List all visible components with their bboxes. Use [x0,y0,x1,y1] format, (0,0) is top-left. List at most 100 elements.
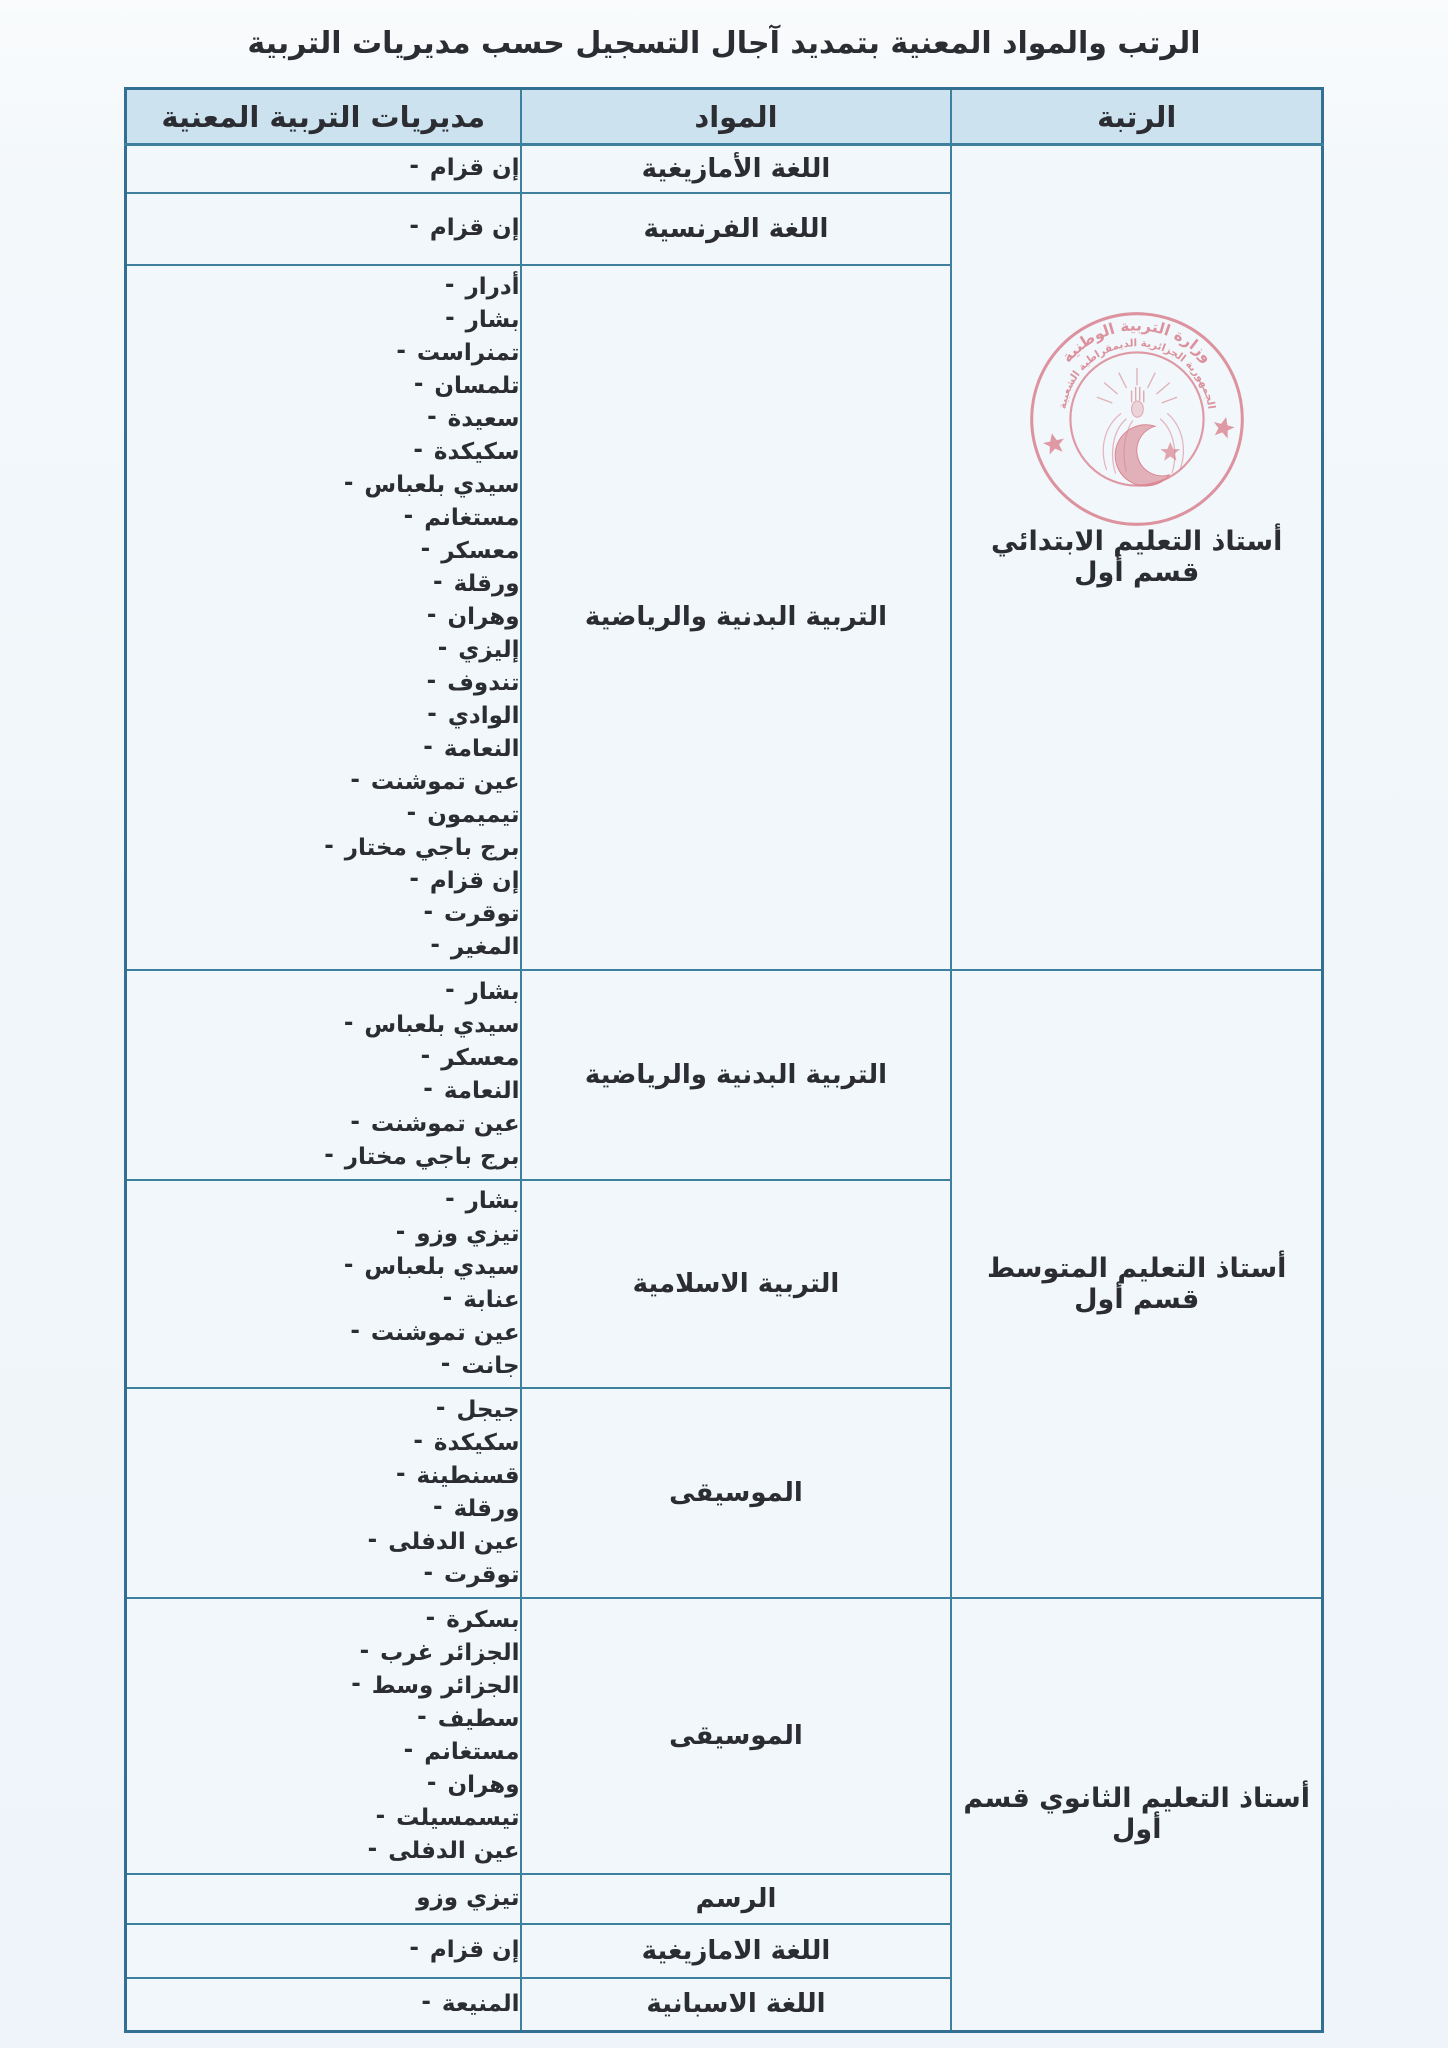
page-title: الرتب والمواد المعنية بتمديد آجال التسجي… [247,26,1201,61]
directorate-name: جيجل [456,1396,520,1423]
subject-cell: التربية الاسلامية [519,1178,953,1389]
directorate-item: - عنابة [127,1284,520,1317]
rank-label: أستاذ التعليم الثانوي قسم أول [963,1783,1311,1846]
directorate-item: - بشار [127,304,519,337]
dash-bullet: - [324,832,334,859]
dash-bullet: - [409,1935,419,1961]
directorate-item: - تيزي وزو [127,1218,520,1251]
directorate-name: تيسمسيلت [396,1804,520,1831]
dash-bullet: - [409,213,419,239]
directorate-name: إليزي [458,636,520,663]
stamp-republic-arc-text: الجمهورية الجزائرية الديمقراطية الشعبية [1056,337,1217,410]
directorate-name: النعامة [443,1077,520,1104]
directorate-name: سعيدة [447,405,520,432]
table-row: أستاذ التعليم المتوسط قسم أول التربية الب… [124,968,1324,1599]
directorates-cell: - جيجل - سكيكدة - قسنطينة - ورقلة - عين الدفلى - تو… [124,1386,522,1599]
dash-bullet: - [433,1493,443,1520]
dash-bullet: - [409,865,419,892]
rank-label: أستاذ التعليم الابتدائي قسم أول [991,526,1283,589]
directorate-item: - تيميمون [127,799,520,832]
directorate-name: ورقلة [453,570,520,597]
directorate-item: - تندوف [127,667,520,700]
dash-bullet: - [423,1075,433,1102]
directorates-cell: - إن قزام [124,1922,522,1979]
subject-cell: الموسيقى [519,1596,953,1875]
directorate-name: سطيف [437,1705,520,1732]
directorate-item: - توقرت [127,898,520,931]
dash-bullet: - [435,1394,446,1421]
subject-cell: اللغة الامازيغية [519,1922,953,1979]
dash-bullet: - [403,502,414,529]
stamp-ministry-arc-text: وزارة التربية الوطنية [1058,316,1216,366]
directorate-name: عنابة [463,1286,520,1313]
directorate-item: - إن قزام [127,1934,519,1967]
directorate-item: - الجزائر وسط [127,1670,519,1703]
rank-cell-2: أستاذ التعليم المتوسط قسم أول [950,968,1324,1599]
dash-bullet: - [427,403,437,430]
directorate-item: - تلمسان [127,370,520,403]
dash-bullet: - [437,634,448,661]
dash-bullet: - [445,976,455,1003]
dash-bullet: - [423,1559,433,1586]
table-row: أستاذ التعليم الثانوي قسم أول الموسيقى - بس… [124,1596,1324,2033]
dash-bullet: - [396,337,406,364]
dash-bullet: - [350,766,360,793]
directorate-item: - وهران [127,601,520,634]
table-row: التربية البدنية والرياضية - أدرار - بشار - تمن… [124,263,1323,971]
ministry-stamp: وزارة التربية الوطنية الجمهورية الجزائري… [1002,284,1272,554]
directorate-item: - إن قزام [127,212,519,245]
stamp-outer-ring [1029,312,1244,526]
directorate-name: معسكر [441,537,520,564]
directorate-item: - سعيدة [127,403,520,436]
registration-extension-table: الرتبة المواد مديريات التربية المعنية وز… [124,87,1324,2033]
dash-bullet: - [413,1427,423,1454]
header-directorates: مديريات التربية المعنية [124,87,522,146]
dash-bullet: - [425,1604,436,1631]
dash-bullet: - [445,304,455,331]
rank-label: أستاذ التعليم المتوسط قسم أول [987,1252,1287,1315]
dash-bullet: - [413,370,424,397]
subject-cell: التربية البدنية والرياضية [519,968,953,1181]
directorate-item: تيزي وزو [127,1882,519,1915]
directorate-item: - النعامة [127,733,519,766]
stamp-emblem [1096,367,1184,474]
directorates-cell: - إن قزام [124,143,522,194]
directorates-cell: - بشار - تيزي وزو - سيدي بلعباس - عنابة - عين تمو… [124,1178,522,1389]
directorate-name: وهران [447,603,520,630]
directorate-item: - تمنراست [127,337,519,370]
directorate-item: - مستغانم [127,502,520,535]
table-row: وزارة التربية الوطنية الجمهورية الجزائري… [124,143,1324,971]
dash-bullet: - [427,700,437,727]
directorate-item: - سيدي بلعباس [127,1251,520,1284]
directorate-name: وهران [447,1771,520,1798]
subject-cell: التربية البدنية والرياضية [519,263,953,971]
directorate-name: سيدي بلعباس [364,1011,520,1038]
directorate-item: - بشار [127,976,519,1009]
stamp-rings [1029,312,1244,526]
dash-bullet: - [440,1350,451,1377]
directorate-name: توقرت [443,900,520,927]
directorate-name: تندوف [447,669,520,696]
directorate-item: - المغير [127,931,520,964]
dash-bullet: - [367,1835,378,1862]
directorate-name: تيميمون [427,801,520,828]
header-subjects: المواد [519,87,953,146]
directorate-name: سيدي بلعباس [364,1253,520,1280]
directorates-cell: - أدرار - بشار - تمنراست - تلمسان - سعيدة - سكيكدة -… [124,263,522,971]
hand-of-fatima-icon [1130,386,1145,418]
sun-rays-icon [1096,367,1177,404]
rank-cell-1: وزارة التربية الوطنية الجمهورية الجزائري… [950,143,1324,971]
directorate-name: المغير [450,933,520,960]
directorates-cell: - بشار - سيدي بلعباس - معسكر - النعامة - عين تموش… [124,968,522,1181]
directorate-name: سكيكدة [433,438,520,465]
directorate-item: - سيدي بلعباس [127,469,520,502]
table-row: اللغة الاسبانية - المنيعة [124,1976,1323,2033]
dash-bullet: - [426,1769,437,1796]
directorate-item: - عين تموشنت [127,1317,519,1350]
directorate-name: جانت [461,1352,520,1379]
directorate-name: معسكر [441,1044,520,1071]
directorate-name: إن قزام [429,867,520,894]
dash-bullet: - [396,1460,406,1487]
dash-bullet: - [420,1042,431,1069]
directorate-name: الوادي [447,702,520,729]
